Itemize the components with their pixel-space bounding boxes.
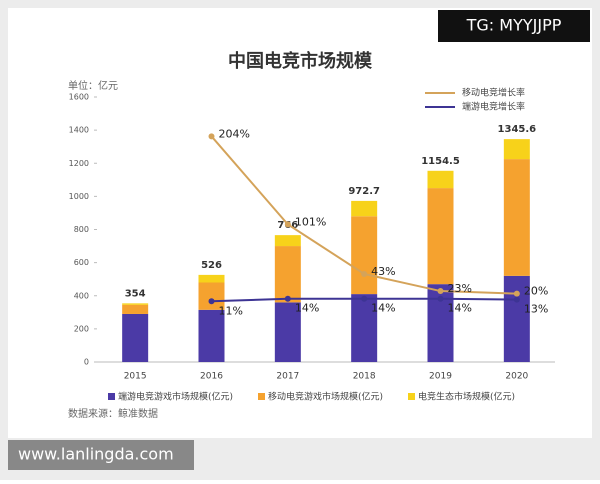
growth-point xyxy=(513,290,520,297)
bar-segment xyxy=(351,200,378,217)
y-tick-label: 800 xyxy=(74,225,89,234)
growth-label: 14% xyxy=(448,302,472,315)
growth-label: 11% xyxy=(219,304,243,317)
bar-segment xyxy=(427,188,454,285)
url-box xyxy=(8,440,194,470)
growth-point xyxy=(284,221,291,228)
total-label: 1345.6 xyxy=(498,124,537,135)
growth-label: 14% xyxy=(371,302,395,315)
growth-point xyxy=(361,270,368,277)
x-tick-label: 2018 xyxy=(353,372,376,382)
bar-segment xyxy=(351,294,378,362)
x-tick-label: 2019 xyxy=(429,372,452,382)
growth-label: 14% xyxy=(295,302,319,315)
total-label: 526 xyxy=(201,260,222,271)
y-tick-label: 600 xyxy=(74,258,89,267)
bar-segment xyxy=(274,246,301,303)
total-label: 1154.5 xyxy=(421,156,460,167)
bar-segment xyxy=(122,313,149,362)
bar-segment xyxy=(351,216,378,295)
bar-segment xyxy=(122,303,149,305)
y-tick-label: 1200 xyxy=(69,159,89,168)
x-tick-label: 2020 xyxy=(505,372,528,382)
bar-segment xyxy=(427,170,454,189)
growth-point xyxy=(437,288,444,295)
y-tick-label: 1600 xyxy=(69,93,89,102)
card xyxy=(8,8,592,438)
bar-segment xyxy=(274,302,301,362)
total-label: 354 xyxy=(125,288,146,299)
unit-label: 单位：亿元 xyxy=(68,79,118,92)
legend-swatch xyxy=(108,393,115,400)
growth-label: 20% xyxy=(524,285,548,298)
url: www.lanlingda.com xyxy=(18,445,174,464)
legend-swatch xyxy=(258,393,265,400)
legend-label: 端游电竞游戏市场规模(亿元) xyxy=(118,391,233,403)
growth-label: 13% xyxy=(524,303,548,316)
total-label: 972.7 xyxy=(348,186,380,197)
bar-segment xyxy=(503,159,530,276)
legend-label: 移动电竞游戏市场规模(亿元) xyxy=(268,391,383,403)
y-tick-label: 200 xyxy=(74,324,89,333)
source: 数据来源：鲸准数据 xyxy=(68,407,158,420)
growth-point xyxy=(513,296,520,303)
legend-label: 移动电竞增长率 xyxy=(462,87,525,99)
tag: TG: MYYJJPP xyxy=(466,16,562,35)
legend-label: 电竞生态市场规模(亿元) xyxy=(418,391,515,403)
bar-segment xyxy=(198,282,225,310)
tag-box xyxy=(438,10,590,42)
growth-point xyxy=(437,295,444,302)
growth-point xyxy=(208,298,215,305)
legend-label: 端游电竞增长率 xyxy=(462,101,525,113)
bar-segment xyxy=(274,235,301,247)
y-tick-label: 1400 xyxy=(69,126,89,135)
bar-segment xyxy=(198,274,225,283)
bar-segment xyxy=(503,275,530,362)
y-tick-label: 0 xyxy=(84,358,89,367)
bar-segment xyxy=(198,309,225,362)
growth-label: 43% xyxy=(371,265,395,278)
growth-label: 101% xyxy=(295,215,326,228)
growth-point xyxy=(284,295,291,302)
y-tick-label: 1000 xyxy=(69,192,89,201)
growth-label: 23% xyxy=(448,282,472,295)
growth-point xyxy=(208,133,215,140)
bar-segment xyxy=(503,139,530,160)
chart-title: 中国电竞市场规模 xyxy=(228,50,373,72)
growth-point xyxy=(361,295,368,302)
y-tick-label: 400 xyxy=(74,291,89,300)
x-tick-label: 2015 xyxy=(124,372,147,382)
growth-label: 204% xyxy=(219,127,250,140)
x-tick-label: 2016 xyxy=(200,372,223,382)
legend-swatch xyxy=(408,393,415,400)
bar-segment xyxy=(122,304,149,314)
x-tick-label: 2017 xyxy=(276,372,299,382)
